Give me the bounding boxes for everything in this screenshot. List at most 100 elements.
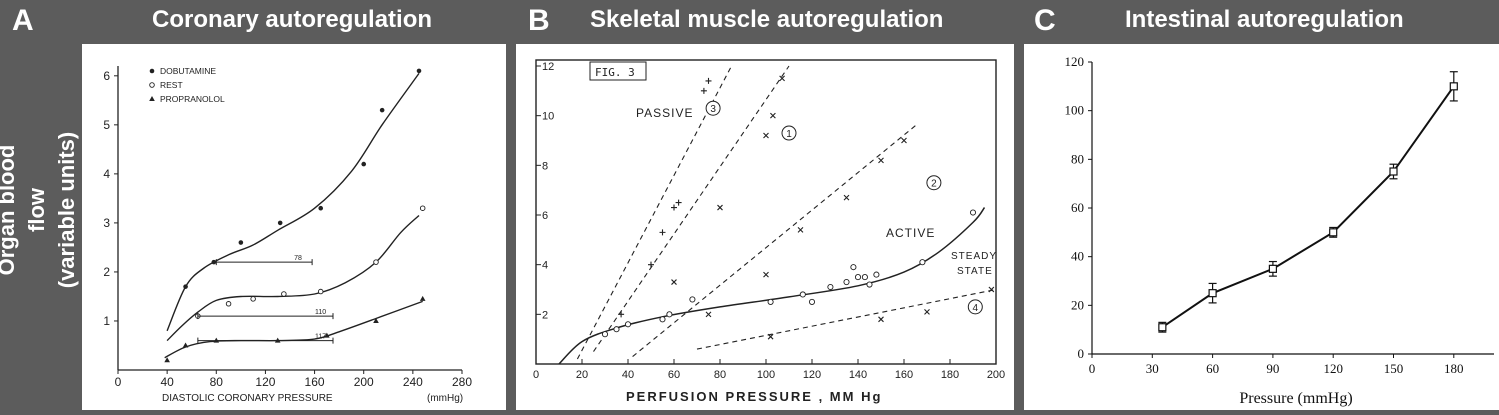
y-tick-label: 100 bbox=[1065, 103, 1085, 118]
data-point bbox=[225, 301, 232, 307]
x-tick-label: 60 bbox=[1206, 361, 1219, 376]
chart-b: 0 20 40 60 80 100 120 140 160 180 20024681012PERFU… bbox=[533, 59, 1005, 404]
y-tick-label: 40 bbox=[1071, 249, 1084, 264]
annotation: STATE bbox=[957, 266, 993, 277]
data-point-plus bbox=[671, 204, 677, 211]
x-tick-label: 120 bbox=[255, 375, 275, 389]
chart-a: 0 40 80 120 160 200 240 280 1 2 3 4 5 6 DIASTOLIC CORO… bbox=[103, 66, 472, 404]
data-point-circle bbox=[843, 278, 850, 286]
data-point-circle bbox=[861, 274, 868, 281]
data-point-x bbox=[763, 271, 769, 278]
data-point bbox=[277, 220, 283, 226]
x-tick-label: 120 bbox=[1323, 361, 1343, 376]
y-tick-label: 20 bbox=[1071, 297, 1084, 312]
x-tick-label: 0 bbox=[533, 369, 539, 381]
y-tick-label: 0 bbox=[1078, 346, 1085, 361]
data-point-x bbox=[878, 316, 884, 323]
panel-letter-c: C bbox=[1034, 4, 1056, 37]
dashed-series-line bbox=[696, 288, 997, 350]
data-point-x bbox=[770, 112, 776, 119]
x-tick-label: 90 bbox=[1266, 361, 1279, 376]
y-tick-label: 8 bbox=[542, 160, 548, 172]
annotation: STEADY bbox=[951, 251, 997, 262]
shared-y-axis-label: Organ blood flow (variable units) bbox=[0, 125, 79, 295]
chart-c: 0 30 60 90 120 150 180 0 20 40 60 80 100 120 Pressure … bbox=[1065, 54, 1494, 407]
bracket-label: 117 bbox=[315, 334, 326, 341]
data-point-square bbox=[1449, 82, 1458, 91]
fig-label-box bbox=[589, 61, 647, 81]
dashed-series-line bbox=[593, 65, 790, 352]
data-point-circle bbox=[666, 311, 673, 318]
series-curve bbox=[164, 300, 423, 359]
data-point-square bbox=[1329, 228, 1338, 237]
data-point-plus bbox=[618, 311, 625, 318]
data-point-x bbox=[767, 333, 774, 340]
data-point-plus bbox=[700, 87, 707, 94]
y-tick-label: 120 bbox=[1065, 54, 1085, 69]
data-point-circle bbox=[808, 298, 816, 305]
data-point-x bbox=[763, 132, 769, 139]
x-axis-title: DIASTOLIC CORONARY PRESSURE bbox=[162, 393, 333, 404]
data-point-plus bbox=[705, 77, 712, 84]
x-tick-label: 180 bbox=[941, 369, 959, 381]
data-point bbox=[238, 240, 244, 245]
x-tick-label: 60 bbox=[668, 369, 680, 381]
data-point-x bbox=[843, 194, 850, 201]
series-number-circle bbox=[705, 100, 721, 116]
x-tick-label: 200 bbox=[987, 369, 1005, 381]
y-tick-label: 4 bbox=[542, 260, 548, 272]
data-point-x bbox=[717, 204, 723, 211]
data-point bbox=[183, 284, 188, 289]
x-tick-label: 240 bbox=[403, 375, 423, 389]
x-tick-label: 160 bbox=[305, 375, 325, 389]
x-tick-label: 0 bbox=[115, 375, 122, 389]
data-point-circle bbox=[866, 281, 873, 288]
y-axis-label-line1: Organ blood flow bbox=[0, 144, 49, 276]
data-point bbox=[250, 296, 256, 302]
series-number-circle bbox=[967, 299, 983, 315]
legend-label: DOBUTAMINE bbox=[160, 66, 216, 76]
series-number-label: 2 bbox=[931, 179, 937, 190]
x-tick-label: 30 bbox=[1146, 361, 1159, 376]
panel-c-box: 0 30 60 90 120 150 180 0 20 40 60 80 100 120 Pressure … bbox=[1024, 44, 1499, 410]
data-point-circle bbox=[613, 326, 620, 333]
data-point bbox=[373, 259, 379, 265]
data-point bbox=[361, 161, 367, 167]
data-point bbox=[318, 205, 324, 211]
data-point-plus bbox=[659, 229, 666, 236]
x-tick-label: 40 bbox=[622, 369, 634, 381]
x-tick-label: 40 bbox=[160, 375, 174, 389]
x-tick-label: 200 bbox=[354, 375, 374, 389]
y-tick-label: 2 bbox=[103, 265, 110, 279]
y-tick-label: 10 bbox=[542, 111, 554, 123]
data-point-plus bbox=[648, 261, 654, 268]
data-point bbox=[211, 259, 217, 265]
x-tick-label: 120 bbox=[803, 369, 821, 381]
data-point bbox=[281, 291, 287, 297]
x-tick-label: 180 bbox=[1444, 361, 1464, 376]
data-point-circle bbox=[689, 296, 696, 303]
series-number-label: 4 bbox=[973, 303, 979, 314]
x-tick-label: 100 bbox=[757, 369, 775, 381]
data-point-x bbox=[901, 137, 907, 144]
y-tick-label: 12 bbox=[542, 61, 554, 73]
data-point-square bbox=[1268, 264, 1277, 273]
x-tick-label: 160 bbox=[895, 369, 913, 381]
data-point bbox=[419, 205, 426, 211]
y-tick-label: 80 bbox=[1071, 151, 1084, 166]
data-point-square bbox=[1208, 289, 1217, 298]
x-tick-label: 280 bbox=[452, 375, 472, 389]
x-axis-title: PERFUSION PRESSURE , MM Hg bbox=[626, 389, 882, 404]
x-axis-unit: (mmHg) bbox=[427, 393, 463, 404]
y-tick-label: 5 bbox=[103, 118, 110, 132]
x-tick-label: 20 bbox=[576, 369, 588, 381]
data-point bbox=[379, 107, 385, 113]
fig-label: FIG. 3 bbox=[595, 66, 635, 79]
data-point-circle bbox=[850, 264, 857, 271]
series-number-circle bbox=[926, 175, 942, 191]
data-point-x bbox=[705, 311, 712, 318]
data-point-square bbox=[1158, 323, 1167, 332]
x-tick-label: 80 bbox=[210, 375, 224, 389]
panel-letter-b: B bbox=[528, 4, 550, 37]
legend-marker bbox=[149, 68, 155, 74]
